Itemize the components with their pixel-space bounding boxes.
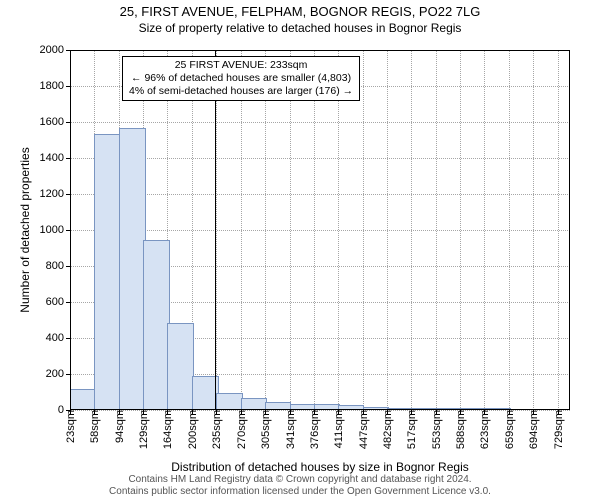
xtick-label: 729sqm	[551, 410, 565, 449]
ytick-label: 400	[46, 332, 70, 344]
x-axis-label: Distribution of detached houses by size …	[70, 460, 570, 474]
ytick-label: 200	[46, 368, 70, 380]
xtick-label: 270sqm	[234, 410, 248, 449]
xtick-label: 305sqm	[258, 410, 272, 449]
footer-text: Contains HM Land Registry data © Crown c…	[0, 474, 600, 498]
ytick-label: 1000	[40, 224, 70, 236]
xtick-label: 58sqm	[87, 410, 101, 443]
xtick-label: 623sqm	[477, 410, 491, 449]
ytick-label: 1400	[40, 152, 70, 164]
xtick-label: 164sqm	[160, 410, 174, 449]
xtick-label: 482sqm	[380, 410, 394, 449]
chart-container: 25, FIRST AVENUE, FELPHAM, BOGNOR REGIS,…	[0, 0, 600, 500]
ytick-label: 2000	[40, 44, 70, 56]
xtick-label: 341sqm	[283, 410, 297, 449]
ytick-label: 1800	[40, 80, 70, 92]
xtick-label: 447sqm	[356, 410, 370, 449]
ytick-label: 800	[46, 260, 70, 272]
xtick-label: 23sqm	[63, 410, 77, 443]
xtick-label: 411sqm	[331, 410, 345, 448]
ytick-label: 600	[46, 296, 70, 308]
xtick-label: 94sqm	[112, 410, 126, 443]
ytick-label: 1200	[40, 188, 70, 200]
plot-border	[70, 50, 570, 410]
ytick-label: 1600	[40, 116, 70, 128]
y-axis-label: Number of detached properties	[18, 50, 32, 410]
chart-title: 25, FIRST AVENUE, FELPHAM, BOGNOR REGIS,…	[0, 4, 600, 19]
chart-subtitle: Size of property relative to detached ho…	[0, 21, 600, 35]
xtick-label: 517sqm	[404, 410, 418, 449]
xtick-label: 553sqm	[429, 410, 443, 449]
footer-line-2: Contains public sector information licen…	[109, 486, 491, 497]
xtick-label: 376sqm	[307, 410, 321, 449]
xtick-label: 659sqm	[502, 410, 516, 449]
footer-line-1: Contains HM Land Registry data © Crown c…	[128, 474, 471, 485]
xtick-label: 588sqm	[453, 410, 467, 449]
xtick-label: 129sqm	[136, 410, 150, 449]
xtick-label: 235sqm	[209, 410, 223, 449]
plot-area: 020040060080010001200140016001800200023s…	[70, 50, 570, 410]
xtick-label: 200sqm	[185, 410, 199, 449]
xtick-label: 694sqm	[526, 410, 540, 449]
